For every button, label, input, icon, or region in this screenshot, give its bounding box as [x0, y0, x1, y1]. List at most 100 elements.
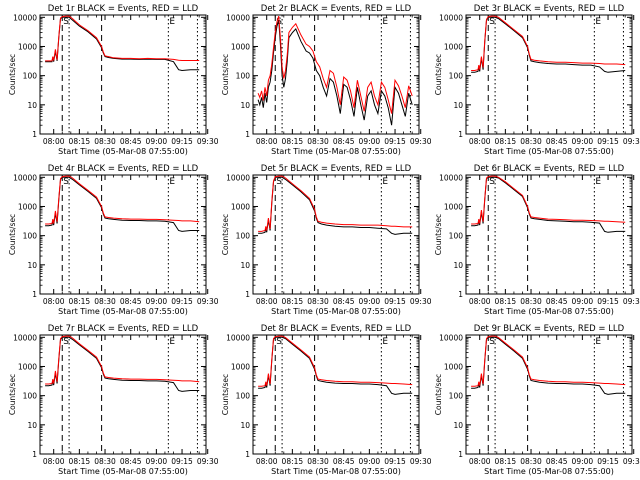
chart-panel: Det 3r BLACK = Events, RED = LLD 1 10 100 10… — [434, 4, 640, 156]
x-tick-label: 08:30 — [520, 137, 542, 146]
panel-title: Det 6r BLACK = Events, RED = LLD — [474, 164, 625, 174]
x-tick-label: 09:00 — [146, 457, 168, 466]
y-tick-label: 1000 — [231, 362, 250, 371]
y-tick-label: 1 — [32, 290, 37, 299]
marker-label: E — [169, 17, 175, 27]
y-tick-label: 10 — [453, 421, 463, 430]
x-tick-label: 09:30 — [623, 137, 640, 146]
y-tick-label: 10 — [240, 261, 250, 270]
x-tick-label: 08:00 — [469, 457, 491, 466]
x-tick-label: 08:45 — [333, 137, 355, 146]
x-axis-label: Start Time (05-Mar-08 07:55:00) — [58, 147, 188, 156]
y-axis-label: Counts/sec — [8, 374, 17, 415]
x-axis-label: Start Time (05-Mar-08 07:55:00) — [58, 467, 188, 476]
x-tick-label: 08:15 — [495, 137, 517, 146]
y-tick-label: 10 — [27, 261, 37, 270]
x-axis-label: Start Time (05-Mar-08 07:55:00) — [271, 147, 401, 156]
y-tick-label: 10 — [27, 421, 37, 430]
lld-series-line — [471, 335, 626, 387]
x-tick-label: 09:30 — [197, 137, 219, 146]
x-tick-label: 08:45 — [546, 297, 568, 306]
lld-series-line — [45, 15, 200, 62]
x-tick-label: 09:30 — [623, 297, 640, 306]
lld-series-line — [257, 15, 413, 114]
marker-label: S — [489, 17, 495, 27]
panel-title: Det 3r BLACK = Events, RED = LLD — [474, 4, 625, 14]
x-tick-label: 08:15 — [69, 457, 91, 466]
y-tick-label: 100 — [449, 392, 464, 401]
plot-frame — [465, 334, 633, 455]
lld-series-line — [258, 335, 413, 387]
events-series-line — [257, 19, 413, 126]
x-axis-label: Start Time (05-Mar-08 07:55:00) — [484, 467, 614, 476]
y-tick-label: 1000 — [18, 362, 37, 371]
x-tick-label: 08:45 — [120, 297, 142, 306]
y-tick-label: 1 — [245, 290, 250, 299]
y-tick-label: 10 — [453, 101, 463, 110]
x-tick-label: 09:15 — [384, 137, 406, 146]
x-tick-label: 09:00 — [572, 297, 594, 306]
plot-frame — [39, 334, 207, 455]
panel-title: Det 1r BLACK = Events, RED = LLD — [48, 4, 199, 14]
x-tick-label: 09:00 — [359, 457, 381, 466]
y-axis-label: Counts/sec — [434, 54, 443, 95]
y-tick-label: 10000 — [439, 13, 463, 22]
x-tick-label: 09:15 — [597, 297, 619, 306]
x-tick-label: 08:30 — [94, 137, 116, 146]
x-axis-label: Start Time (05-Mar-08 07:55:00) — [484, 307, 614, 316]
x-tick-label: 08:30 — [307, 137, 329, 146]
marker-label: S — [489, 177, 495, 187]
marker-label: S — [63, 17, 69, 27]
lld-series-line — [45, 175, 200, 225]
chart-panel: Det 5r BLACK = Events, RED = LLD 1 10 100 10… — [221, 164, 432, 316]
y-tick-label: 1 — [458, 130, 463, 139]
x-tick-label: 09:15 — [171, 297, 193, 306]
lld-series-line — [45, 335, 200, 385]
x-tick-label: 08:00 — [469, 137, 491, 146]
x-tick-label: 08:45 — [120, 137, 142, 146]
chart-panel: Det 4r BLACK = Events, RED = LLD 1 10 100 10… — [8, 164, 219, 316]
y-tick-label: 100 — [236, 232, 251, 241]
y-tick-label: 10000 — [13, 333, 37, 342]
y-tick-label: 100 — [23, 232, 38, 241]
marker-label: S — [63, 177, 69, 187]
x-tick-label: 09:30 — [197, 297, 219, 306]
x-tick-label: 08:45 — [333, 457, 355, 466]
x-tick-label: 09:15 — [171, 137, 193, 146]
x-tick-label: 08:15 — [69, 297, 91, 306]
plot-frame — [39, 174, 207, 295]
y-tick-label: 10000 — [439, 173, 463, 182]
x-tick-label: 08:30 — [520, 457, 542, 466]
x-tick-label: 08:15 — [495, 297, 517, 306]
x-tick-label: 09:00 — [146, 297, 168, 306]
x-tick-label: 08:00 — [256, 297, 278, 306]
plot-frame — [252, 14, 420, 135]
x-tick-label: 08:30 — [307, 297, 329, 306]
x-axis-label: Start Time (05-Mar-08 07:55:00) — [271, 467, 401, 476]
x-tick-label: 09:00 — [359, 137, 381, 146]
x-tick-label: 08:00 — [256, 137, 278, 146]
y-tick-label: 10 — [240, 421, 250, 430]
x-tick-label: 09:15 — [171, 457, 193, 466]
x-axis-label: Start Time (05-Mar-08 07:55:00) — [484, 147, 614, 156]
y-axis-label: Counts/sec — [8, 54, 17, 95]
x-tick-label: 08:15 — [282, 137, 304, 146]
marker-label: E — [382, 17, 388, 27]
x-tick-label: 09:00 — [146, 137, 168, 146]
plot-frame — [39, 14, 207, 135]
y-axis-label: Counts/sec — [8, 214, 17, 255]
marker-label: E — [595, 337, 601, 347]
marker-label: S — [63, 337, 69, 347]
x-tick-label: 09:15 — [384, 457, 406, 466]
y-tick-label: 10000 — [13, 173, 37, 182]
chart-panel: Det 9r BLACK = Events, RED = LLD 1 10 100 10… — [434, 324, 640, 476]
x-tick-label: 09:00 — [572, 137, 594, 146]
y-tick-label: 10000 — [226, 333, 250, 342]
lld-series-line — [471, 15, 626, 71]
x-tick-label: 09:00 — [359, 297, 381, 306]
y-tick-label: 100 — [23, 392, 38, 401]
x-tick-label: 08:45 — [120, 457, 142, 466]
y-tick-label: 10 — [453, 261, 463, 270]
y-tick-label: 1000 — [18, 202, 37, 211]
y-tick-label: 1 — [245, 450, 250, 459]
